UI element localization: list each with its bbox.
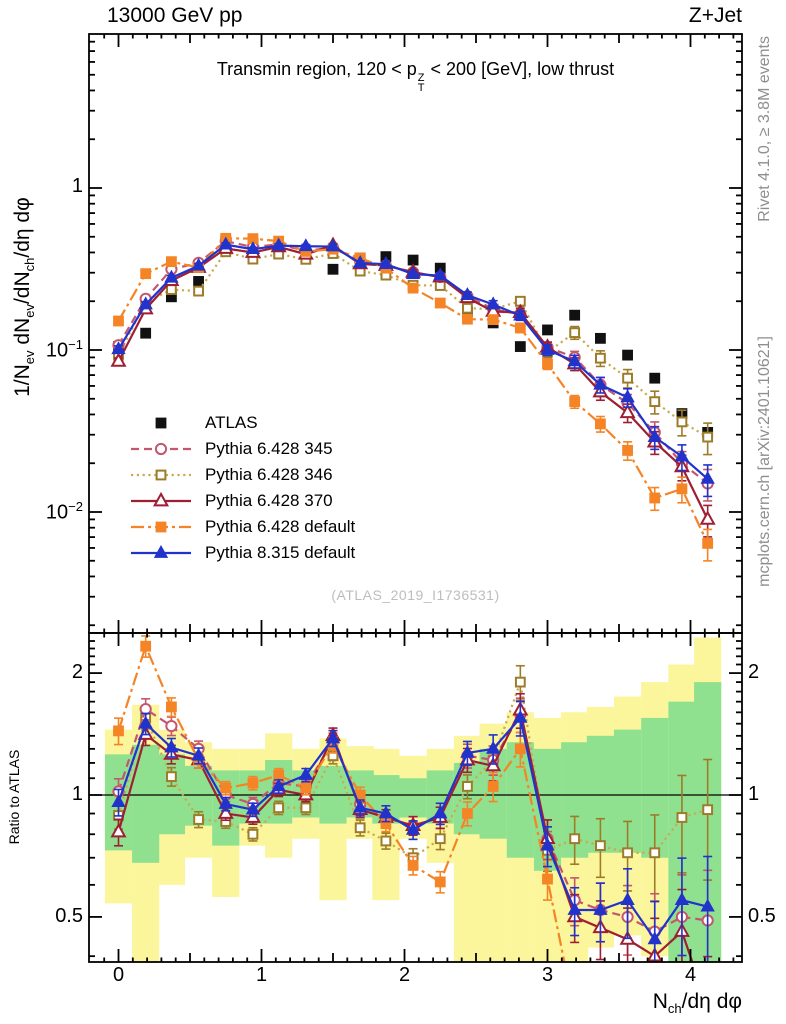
x-tick-label: 3	[541, 964, 554, 986]
y-axis-title: 1/Nev dNev/dNch/dη dφ	[10, 197, 38, 397]
x-tick-label: 0	[112, 964, 125, 986]
ratio-tick-label: 1	[71, 783, 83, 805]
axes-frame-and-ticks	[88, 33, 743, 963]
x-tick-label: 1	[255, 964, 268, 986]
ratio-series-pythia-8-315-default	[111, 700, 715, 962]
legend-item-pythia-8-315-default: Pythia 8.315 default	[129, 540, 355, 566]
legend-marker-icon	[155, 417, 167, 429]
legend-item-label: Pythia 6.428 370	[205, 491, 333, 510]
ratio-tick-label-right: 0.5	[748, 904, 776, 927]
legend-marker-icon	[131, 442, 191, 456]
green-band-bin	[399, 778, 427, 818]
green-band-bin	[132, 744, 160, 863]
header-process-label: Z+Jet	[688, 4, 742, 27]
legend-item-label: ATLAS	[205, 413, 258, 432]
legend-item-label: Pythia 8.315 default	[205, 543, 356, 562]
legend-item-pythia-6-428-default: Pythia 6.428 default	[129, 514, 355, 540]
x-axis-title: Nch/dη dφ	[652, 990, 742, 1017]
legend-marker-icon	[131, 521, 191, 533]
ratio-tick-label-right: 1	[748, 783, 760, 805]
ratio-y-axis-title: Ratio to ATLAS	[6, 749, 22, 845]
y-tick-label: 1	[71, 175, 83, 197]
legend: ATLAS Pythia 6.428 345 Pythia 6.428 346 Pyt…	[129, 410, 355, 566]
legend-item-label: Pythia 6.428 345	[205, 439, 333, 458]
ratio-tick-label-right: 2	[748, 661, 760, 684]
x-tick-label: 2	[398, 964, 411, 986]
legend-item-atlas: ATLAS	[129, 410, 355, 436]
x-tick-label: 4	[684, 964, 697, 986]
green-band-bin	[157, 754, 185, 835]
legend-item-label: Pythia 6.428 346	[205, 465, 333, 484]
legend-item-pythia-6-428-345: Pythia 6.428 345	[129, 436, 355, 462]
ratio-tick-label: 2	[71, 661, 83, 684]
header-beam-label: 13000 GeV pp	[107, 4, 243, 27]
y-tick-label: 10−2	[45, 499, 83, 524]
legend-marker-icon	[131, 469, 191, 481]
legend-item-pythia-6-428-346: Pythia 6.428 346	[129, 462, 355, 488]
legend-marker-icon	[131, 544, 191, 558]
legend-item-pythia-6-428-370: Pythia 6.428 370	[129, 488, 355, 514]
legend-item-label: Pythia 6.428 default	[205, 517, 356, 536]
y-tick-label: 10−1	[45, 337, 83, 362]
watermark: (ATLAS_2019_I1736531)	[331, 587, 500, 603]
ratio-tick-label: 0.5	[55, 904, 83, 927]
legend-marker-icon	[131, 491, 191, 507]
main-series-pythia-8-315-default	[111, 236, 715, 498]
